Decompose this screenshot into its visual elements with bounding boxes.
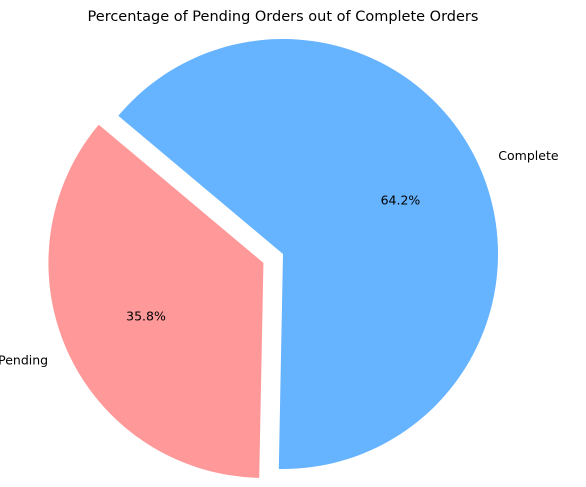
chart-title: Percentage of Pending Orders out of Comp…: [88, 9, 479, 25]
slice-label-pending: Pending: [0, 353, 48, 368]
pie-slices: [48, 39, 498, 478]
slice-label-complete: Complete: [498, 148, 559, 163]
slice-percent-pending: 35.8%: [126, 308, 166, 323]
slice-percent-complete: 64.2%: [381, 193, 421, 208]
pie-labels: Pending 35.8% Complete 64.2%: [0, 148, 559, 368]
pie-slice-pending: [48, 124, 264, 478]
pie-slice-complete: [118, 39, 498, 469]
